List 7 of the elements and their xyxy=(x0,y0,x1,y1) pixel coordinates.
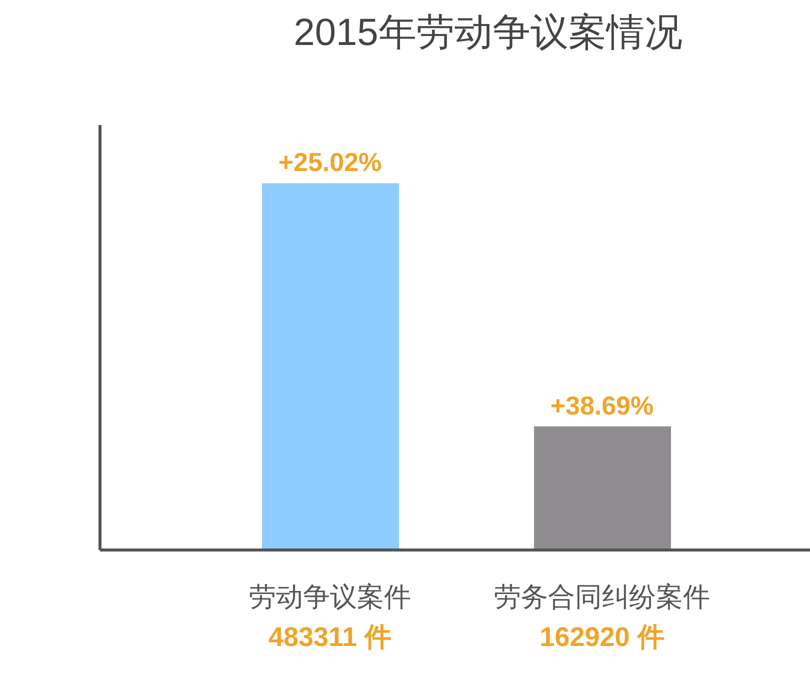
annotation: +25.02% xyxy=(278,147,382,178)
data-label: 162920 件 xyxy=(540,622,664,652)
annotation: +38.69% xyxy=(550,390,654,420)
data-label: 483311 件 xyxy=(268,622,392,652)
chart-title: 2015年劳动争议案情况 xyxy=(292,11,684,56)
x-tick-label: 劳务合同纠纷案件 xyxy=(494,582,710,612)
x-tick-label: 劳动争议案件 xyxy=(249,582,411,612)
